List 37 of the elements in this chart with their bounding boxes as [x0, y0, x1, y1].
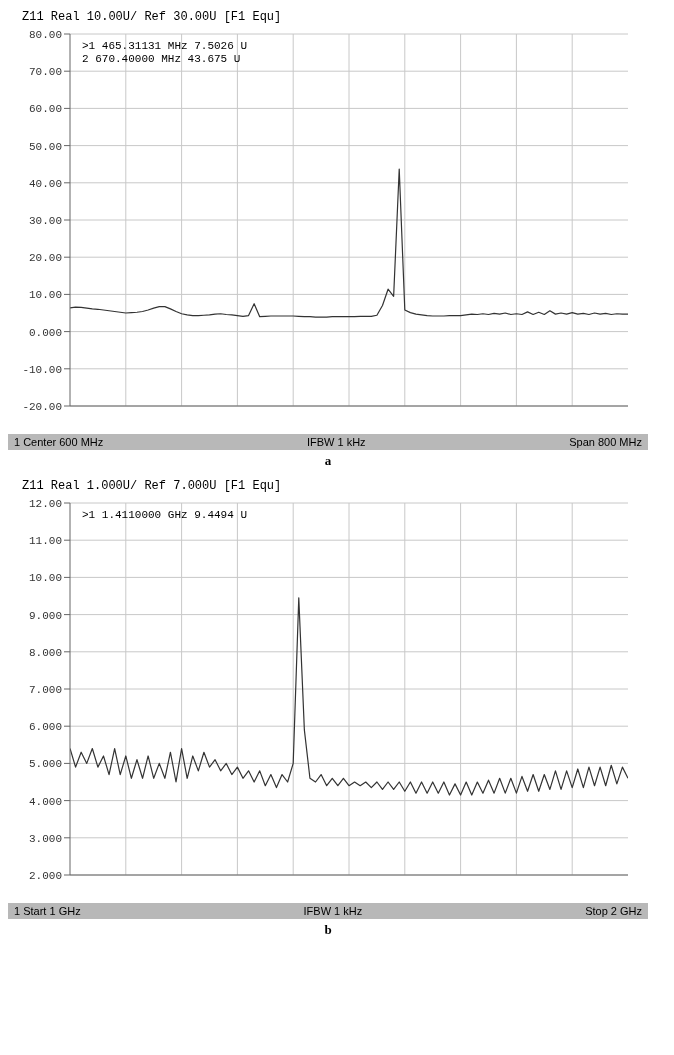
text: IFBW 1 kHz	[303, 905, 363, 917]
text: 1 Start 1 GHz	[14, 905, 81, 917]
y-tick-label: 40.00	[28, 177, 62, 190]
chart-title: Z11 Real 1.000U/ Ref 7.000U [F1 Equ]	[21, 478, 283, 493]
y-tick-label: 50.00	[28, 140, 62, 153]
y-tick-label: 11.00	[28, 535, 62, 548]
text: Stop 2 GHz	[585, 905, 642, 917]
y-tick-label: 5.000	[28, 758, 62, 771]
y-tick-label: 0.000	[28, 326, 62, 339]
text: 1 Center 600 MHz	[14, 436, 104, 448]
line-series	[70, 168, 628, 318]
y-tick-label: 60.00	[28, 103, 62, 116]
chart-title: Z11 Real 10.00U/ Ref 30.00U [F1 Equ]	[21, 9, 283, 24]
y-tick-label: 12.00	[28, 497, 62, 510]
y-tick-label: 20.00	[28, 252, 62, 265]
annotation: >1 1.4110000 GHz 9.4494 U	[82, 509, 248, 522]
y-tick-label: -10.00	[22, 363, 62, 376]
annotation: >1 465.31131 MHz 7.5026 U	[82, 40, 248, 53]
y-tick-label: 70.00	[28, 66, 62, 79]
text: a	[323, 453, 333, 469]
y-tick-label: 6.000	[28, 721, 62, 734]
y-tick-label: -20.00	[22, 400, 62, 413]
y-tick-label: 4.000	[28, 795, 62, 808]
text: IFBW 1 kHz	[306, 436, 366, 448]
line-series	[70, 597, 628, 796]
y-tick-label: 10.00	[28, 289, 62, 302]
y-tick-label: 8.000	[28, 646, 62, 659]
text: Span 800 MHz	[569, 436, 642, 448]
y-tick-label: 7.000	[28, 683, 62, 696]
text: b	[323, 922, 333, 938]
y-tick-label: 30.00	[28, 214, 62, 227]
y-tick-label: 9.000	[28, 609, 62, 622]
y-tick-label: 10.00	[28, 572, 62, 585]
y-tick-label: 2.000	[28, 869, 62, 882]
y-tick-label: 80.00	[28, 28, 62, 41]
annotation: 2 670.40000 MHz 43.675 U	[82, 53, 242, 66]
y-tick-label: 3.000	[28, 832, 62, 845]
